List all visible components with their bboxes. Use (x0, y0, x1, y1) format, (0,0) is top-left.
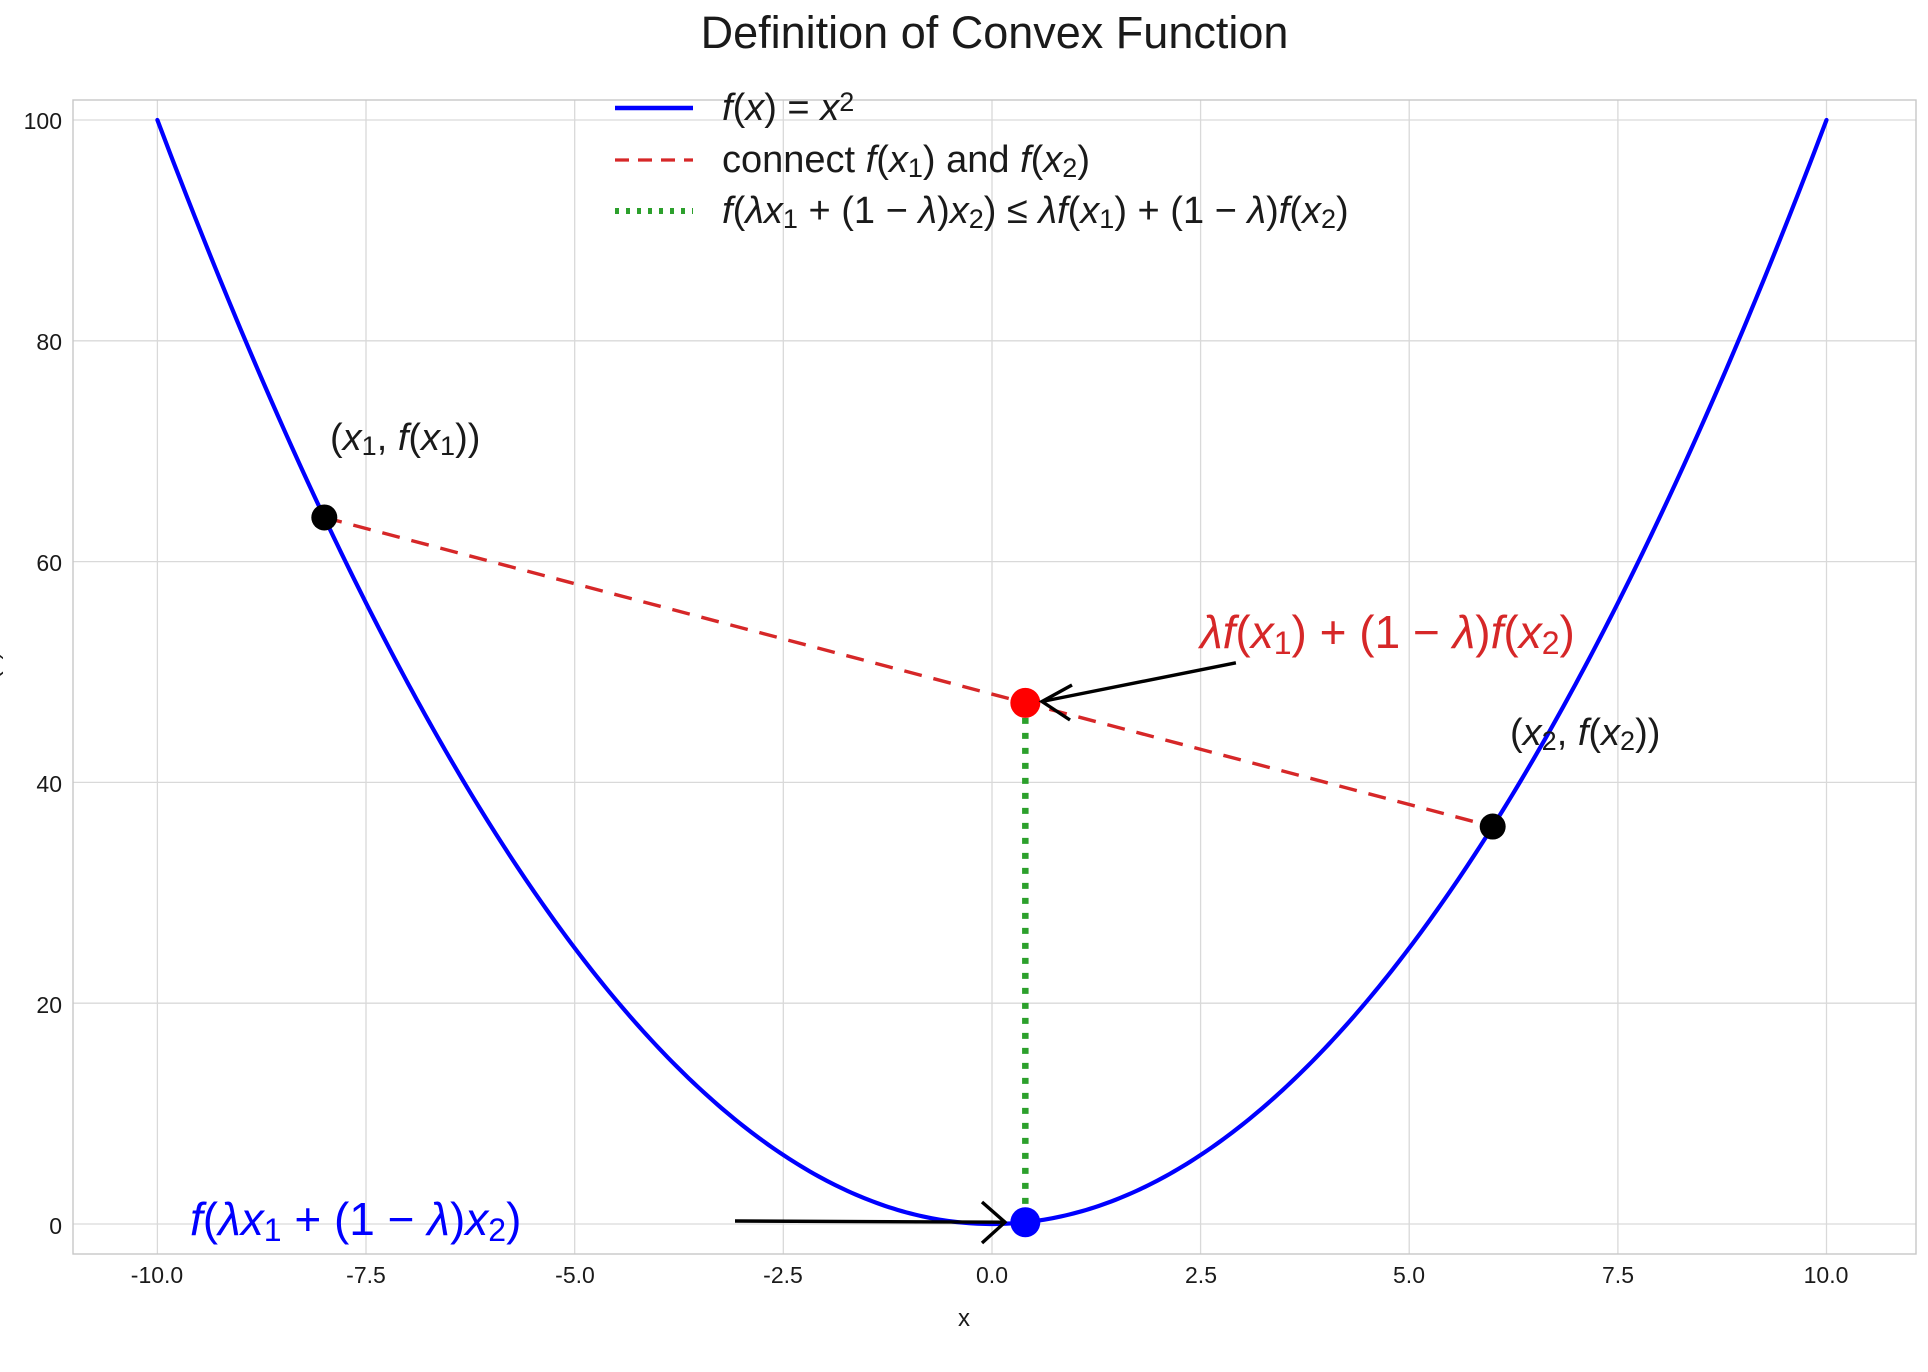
svg-text:(x1, f(x1)): (x1, f(x1)) (330, 417, 480, 461)
svg-text:λf(x1) + (1 − λ)f(x2): λf(x1) + (1 − λ)f(x2) (1197, 606, 1575, 661)
svg-text:f(λx1 + (1 − λ)x2): f(λx1 + (1 − λ)x2) (190, 1193, 521, 1248)
svg-text:f(λx1 + (1 − λ)x2) ≤ λf(x1) +: f(λx1 + (1 − λ)x2) ≤ λf(x1) + (1 − λ)f(x… (722, 190, 1349, 234)
svg-text:(x2, f(x2)): (x2, f(x2)) (1510, 712, 1660, 756)
svg-text:connect f(x1) and f(x2): connect f(x1) and f(x2) (722, 139, 1090, 183)
svg-text:f(x) = x2: f(x) = x2 (722, 87, 854, 129)
